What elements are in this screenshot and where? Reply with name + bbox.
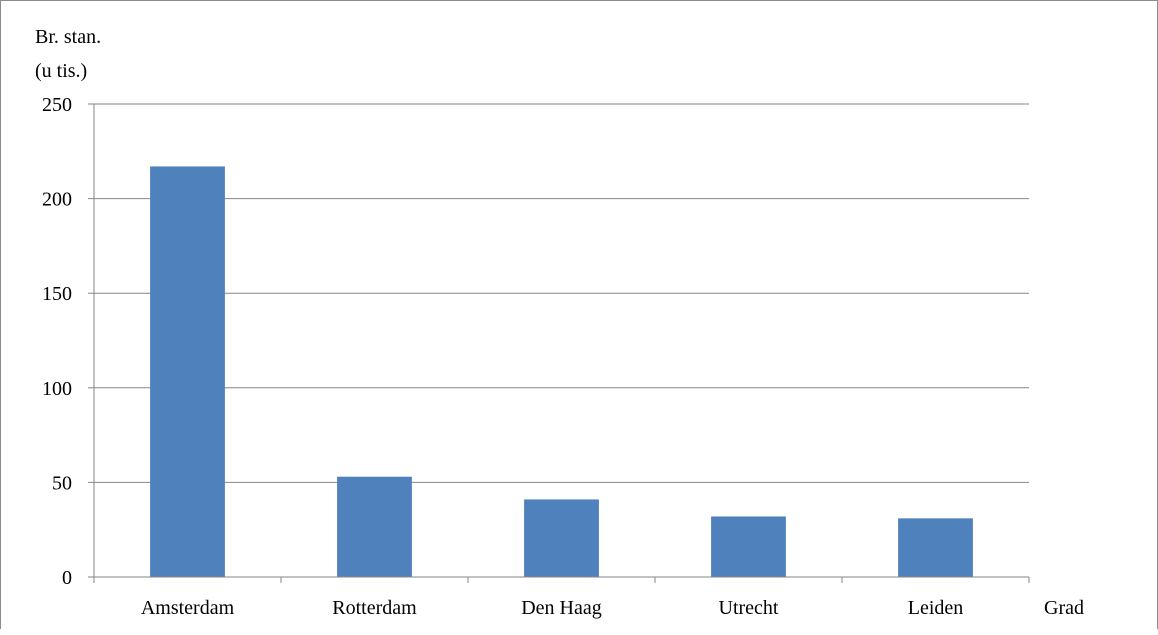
- gridlines: [94, 103, 1029, 483]
- x-axis-label: Grad: [1044, 597, 1084, 619]
- x-tick-label: Amsterdam: [141, 597, 235, 619]
- y-tick-label: 200: [42, 189, 72, 211]
- bar-utrecht: [711, 516, 786, 577]
- bar-den-haag: [524, 499, 599, 577]
- y-tick-label: 0: [62, 567, 72, 589]
- y-axis-label-line-1: Br. stan.: [35, 26, 101, 48]
- x-tick-label: Utrecht: [719, 597, 779, 619]
- y-tick-label: 100: [42, 378, 72, 400]
- x-tick-labels: Amsterdam Rotterdam Den Haag Utrecht Leiden: [141, 597, 963, 619]
- axes: [93, 104, 1029, 578]
- x-tick-label: Den Haag: [521, 597, 602, 619]
- y-tick-label: 50: [52, 472, 72, 494]
- bar-rotterdam: [337, 476, 412, 577]
- x-tick-label: Rotterdam: [332, 597, 417, 619]
- y-tick-label: 150: [42, 283, 72, 305]
- bar-leiden: [898, 518, 973, 577]
- x-tick-label: Leiden: [908, 597, 964, 619]
- y-axis-label-line-2: (u tis.): [35, 60, 87, 82]
- bars: [150, 166, 973, 577]
- tick-marks: [88, 103, 1030, 583]
- y-tick-labels: 0 50 100 150 200 250: [42, 94, 72, 589]
- y-tick-label: 250: [42, 94, 72, 116]
- bar-amsterdam: [150, 166, 225, 577]
